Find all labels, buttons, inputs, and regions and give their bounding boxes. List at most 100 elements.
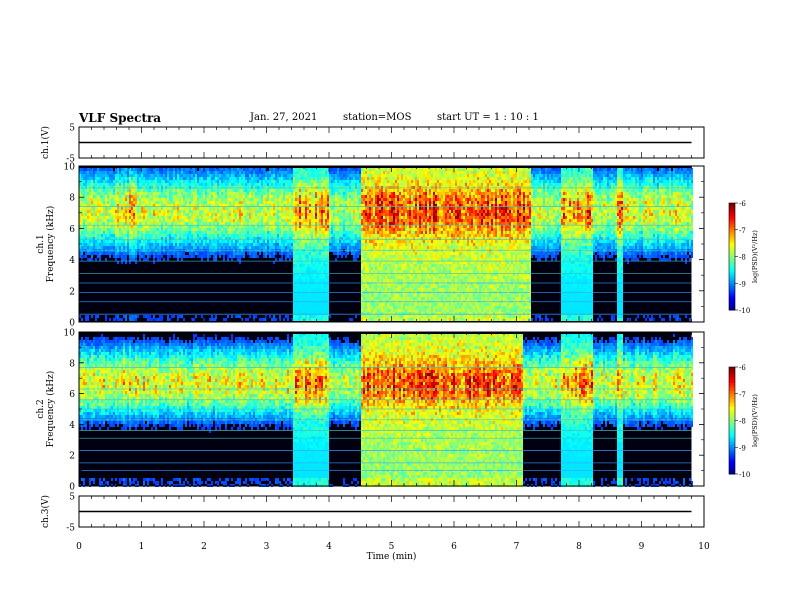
spectrogram-cell [303,195,305,198]
spectrogram-cell [233,246,235,249]
spectrogram-cell [119,198,121,201]
spectrogram-cell [293,228,295,231]
spectrogram-cell [269,315,271,318]
spectrogram-cell [207,234,209,237]
spectrogram-cell [227,201,229,204]
spectrogram-cell [227,315,229,318]
spectrogram-cell [339,240,341,243]
spectrogram-cell [109,177,111,180]
spectrogram-cell [287,168,289,171]
spectrogram-cell [323,285,325,288]
spectrogram-cell [83,240,85,243]
spectrogram-cell [269,210,271,213]
spectrogram-cell [291,246,293,249]
spectrogram-cell [183,213,185,216]
spectrogram-cell [203,180,205,183]
spectrogram-cell [93,195,95,198]
spectrogram-cell [321,279,323,282]
spectrogram-cell [273,243,275,246]
spectrogram-cell [307,252,309,255]
spectrogram-cell [231,177,233,180]
spectrogram-cell [237,213,239,216]
spectrogram-cell [277,195,279,198]
spectrogram-cell [179,192,181,195]
spectrogram-cell [271,216,273,219]
spectrogram-cell [259,183,261,186]
spectrogram-cell [235,255,237,258]
spectrogram-cell [323,189,325,192]
spectrogram-cell [137,174,139,177]
spectrogram-cell [135,240,137,243]
spectrogram-cell [303,252,305,255]
spectrogram-cell [253,216,255,219]
spectrogram-cell [165,240,167,243]
spectrogram-cell [265,183,267,186]
spectrogram-cell [135,195,137,198]
spectrogram-cell [323,195,325,198]
spectrogram-cell [257,222,259,225]
spectrogram-cell [339,246,341,249]
spectrogram-cell [295,234,297,237]
spectrogram-cell [285,171,287,174]
spectrogram-cell [333,240,335,243]
spectrogram-cell [279,231,281,234]
spectrogram-cell [339,198,341,201]
spectrogram-cell [357,246,359,249]
spectrogram-cell [341,180,343,183]
spectrogram-cell [271,201,273,204]
spectrogram-cell [187,192,189,195]
spectrogram-cell [267,216,269,219]
spectrogram-cell [325,222,327,225]
spectrogram-cell [115,195,117,198]
spectrogram-cell [297,168,299,171]
spectrogram-cell [223,168,225,171]
spectrogram-cell [117,207,119,210]
spectrogram-cell [299,192,301,195]
spectrogram-cell [317,309,319,312]
spectrogram-cell [313,297,315,300]
spectrogram-cell [253,174,255,177]
spectrogram-cell [267,180,269,183]
spectrogram-cell [215,252,217,255]
spectrogram-cell [327,174,329,177]
spectrogram-cell [307,246,309,249]
spectrogram-cell [93,210,95,213]
spectrogram-cell [225,210,227,213]
spectrogram-cell [319,240,321,243]
spectrogram-cell [193,240,195,243]
spectrogram-cell [289,255,291,258]
spectrogram-cell [283,171,285,174]
spectrogram-cell [317,276,319,279]
spectrogram-cell [237,198,239,201]
spectrogram-cell [175,234,177,237]
spectrogram-cell [239,180,241,183]
spectrogram-cell [339,183,341,186]
spectrogram-cell [91,222,93,225]
spectrogram-cell [181,213,183,216]
spectrogram-cell [219,183,221,186]
spectrogram-cell [135,234,137,237]
spectrogram-cell [353,255,355,258]
spectrogram-cell [299,168,301,171]
spectrogram-cell [285,213,287,216]
spectrogram-cell [139,171,141,174]
spectrogram-cell [165,252,167,255]
spectrogram-cell [315,216,317,219]
spectrogram-cell [309,240,311,243]
spectrogram-cell [323,309,325,312]
spectrogram-cell [337,255,339,258]
spectrogram-cell [253,222,255,225]
spectrogram-cell [251,246,253,249]
spectrogram-cell [361,267,363,270]
spectrogram-cell [253,228,255,231]
spectrogram-cell [303,267,305,270]
spectrogram-cell [219,195,221,198]
spectrogram-cell [143,219,145,222]
spectrogram-cell [351,228,353,231]
spectrogram-cell [239,246,241,249]
spectrogram-cell [351,318,353,321]
spectrogram-cell [317,243,319,246]
spectrogram-cell [287,219,289,222]
spectrogram-cell [231,171,233,174]
spectrogram-cell [237,195,239,198]
